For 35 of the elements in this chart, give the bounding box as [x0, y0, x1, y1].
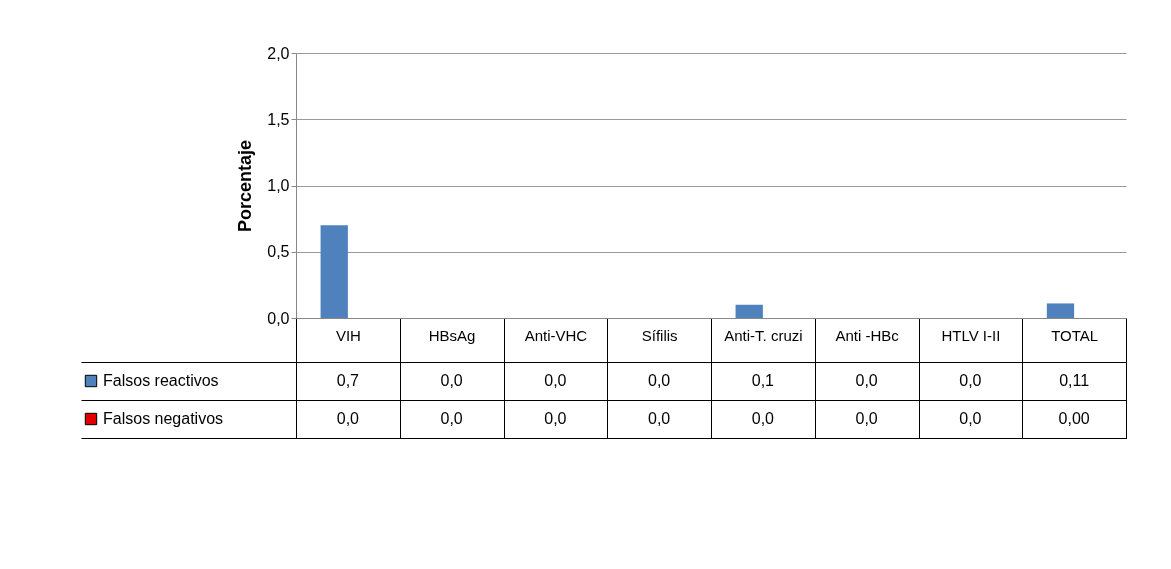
bar [735, 304, 763, 318]
data-label: 0,0 [544, 410, 567, 427]
y-tick-label: 1,5 [267, 110, 290, 128]
x-tick-label: HBsAg [428, 326, 476, 344]
x-tick-label: HTLV I-II [941, 326, 1001, 344]
x-tick-label: Sífilis [641, 326, 678, 344]
x-tick-label: Anti-T. cruzi [724, 326, 803, 344]
bar [320, 225, 348, 318]
x-tick-label: TOTAL [1051, 326, 1099, 344]
data-label: 0,0 [336, 410, 360, 427]
data-label: 0,0 [440, 372, 463, 389]
data-label: 0,0 [959, 372, 982, 389]
data-label: 0,0 [544, 372, 567, 389]
x-tick-label: Anti-VHC [524, 326, 588, 344]
legend-label: Falsos negativos [103, 410, 224, 427]
y-tick-label: 0,5 [267, 243, 290, 261]
data-label: 0,0 [751, 410, 775, 427]
data-label: 0,0 [440, 410, 463, 427]
bar [1046, 303, 1075, 318]
data-label: 0,1 [751, 372, 775, 389]
x-tick-label: VIH [335, 326, 361, 344]
y-tick-label: 2,0 [267, 44, 290, 62]
y-tick-label: 1,0 [267, 177, 290, 194]
data-label: 0,0 [855, 372, 878, 389]
legend-label: Falsos reactivos [103, 372, 219, 389]
data-label: 0,00 [1058, 410, 1090, 427]
data-label: 0,0 [959, 410, 982, 427]
y-tick-label: 0,0 [267, 309, 290, 327]
data-label: 0,11 [1059, 372, 1090, 389]
y-axis-title: Porcentaje [235, 139, 256, 233]
data-label: 0,0 [648, 410, 671, 427]
x-tick-label: Anti -HBc [835, 326, 900, 344]
data-label: 0,0 [855, 410, 878, 427]
data-label: 0,7 [336, 372, 360, 389]
data-label: 0,0 [648, 372, 671, 389]
